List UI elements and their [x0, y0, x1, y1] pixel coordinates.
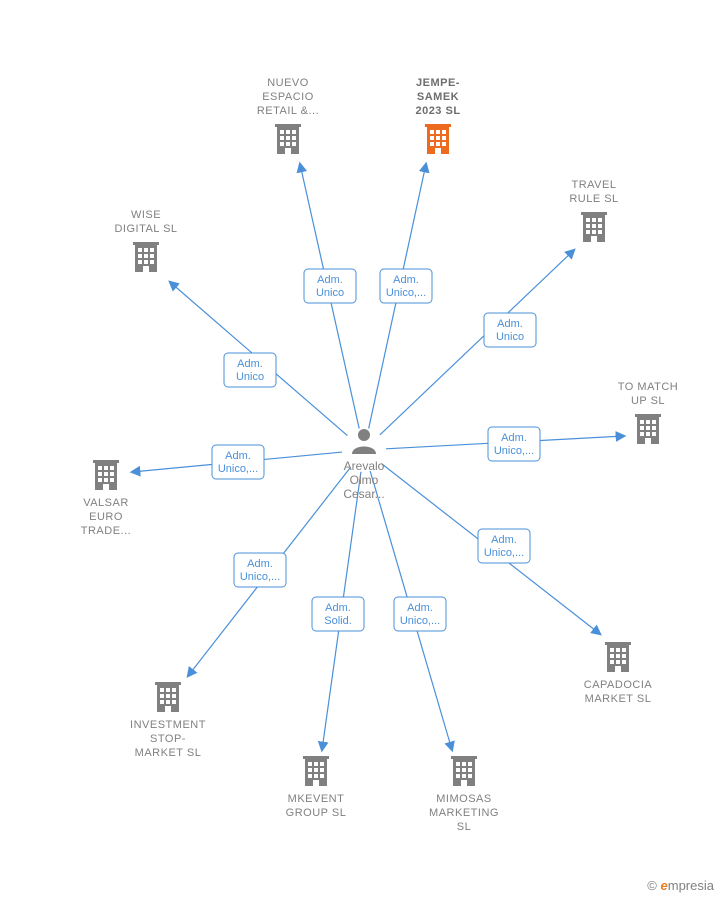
edges-layer: [132, 164, 624, 750]
node-label: NUEVOESPACIORETAIL &...: [257, 77, 319, 117]
node-tomatch[interactable]: TO MATCHUP SL: [618, 381, 678, 444]
node-label: MKEVENTGROUP SL: [286, 793, 347, 819]
building-icon: [303, 756, 329, 786]
svg-text:Adm.Unico: Adm.Unico: [236, 358, 264, 383]
edge-label-capadocia: Adm.Unico,...: [478, 529, 530, 563]
building-icon: [605, 642, 631, 672]
svg-text:Adm.Solid.: Adm.Solid.: [324, 602, 352, 627]
node-invest[interactable]: INVESTMENTSTOP-MARKET SL: [130, 682, 206, 759]
edge-label-wise: Adm.Unico: [224, 353, 276, 387]
building-icon: [425, 124, 451, 154]
brand-rest: mpresia: [668, 878, 714, 893]
edge-label-mimosas: Adm.Unico,...: [394, 597, 446, 631]
node-label: TRAVELRULE SL: [569, 179, 618, 205]
copyright-symbol: ©: [647, 878, 657, 893]
building-icon: [581, 212, 607, 242]
network-diagram: Adm.Unico Adm.Unico,... Adm.Unico Adm.Unico…: [0, 0, 728, 905]
center-node: ArevaloOlmoCesar...: [343, 429, 384, 501]
copyright-footer: © empresia: [647, 878, 714, 893]
edge-label-travel: Adm.Unico: [484, 313, 536, 347]
node-valsar[interactable]: VALSAREUROTRADE...: [81, 460, 131, 537]
node-label: MIMOSASMARKETINGSL: [429, 793, 499, 833]
node-label: TO MATCHUP SL: [618, 381, 678, 407]
edge-labels-layer: Adm.Unico Adm.Unico,... Adm.Unico Adm.Unico…: [212, 269, 540, 631]
edge-label-jempe: Adm.Unico,...: [380, 269, 432, 303]
node-label: WISEDIGITAL SL: [114, 209, 177, 235]
building-icon: [451, 756, 477, 786]
svg-text:Adm.Unico: Adm.Unico: [496, 318, 524, 343]
building-icon: [635, 414, 661, 444]
node-mkevent[interactable]: MKEVENTGROUP SL: [286, 756, 347, 819]
svg-text:Adm.Unico: Adm.Unico: [316, 274, 344, 299]
edge-label-invest: Adm.Unico,...: [234, 553, 286, 587]
node-mimosas[interactable]: MIMOSASMARKETINGSL: [429, 756, 499, 833]
center-label: ArevaloOlmoCesar...: [343, 459, 384, 501]
node-capadocia[interactable]: CAPADOCIAMARKET SL: [584, 642, 653, 705]
node-wise[interactable]: WISEDIGITAL SL: [114, 209, 177, 272]
node-jempe[interactable]: JEMPE-SAMEK2023 SL: [415, 77, 460, 154]
edge-label-nuevo: Adm.Unico: [304, 269, 356, 303]
node-travel[interactable]: TRAVELRULE SL: [569, 179, 618, 242]
edge-label-mkevent: Adm.Solid.: [312, 597, 364, 631]
nodes-layer: NUEVOESPACIORETAIL &... JEMPE-SAMEK2023 S…: [81, 77, 678, 833]
building-icon: [133, 242, 159, 272]
building-icon: [93, 460, 119, 490]
brand-e: e: [661, 878, 668, 893]
node-label: INVESTMENTSTOP-MARKET SL: [130, 719, 206, 759]
building-icon: [155, 682, 181, 712]
node-nuevo[interactable]: NUEVOESPACIORETAIL &...: [257, 77, 319, 154]
node-label: CAPADOCIAMARKET SL: [584, 679, 653, 705]
node-label: VALSAREUROTRADE...: [81, 497, 131, 537]
edge-label-valsar: Adm.Unico,...: [212, 445, 264, 479]
person-icon: [352, 429, 376, 454]
building-icon: [275, 124, 301, 154]
node-label: JEMPE-SAMEK2023 SL: [415, 77, 460, 117]
edge-label-tomatch: Adm.Unico,...: [488, 427, 540, 461]
